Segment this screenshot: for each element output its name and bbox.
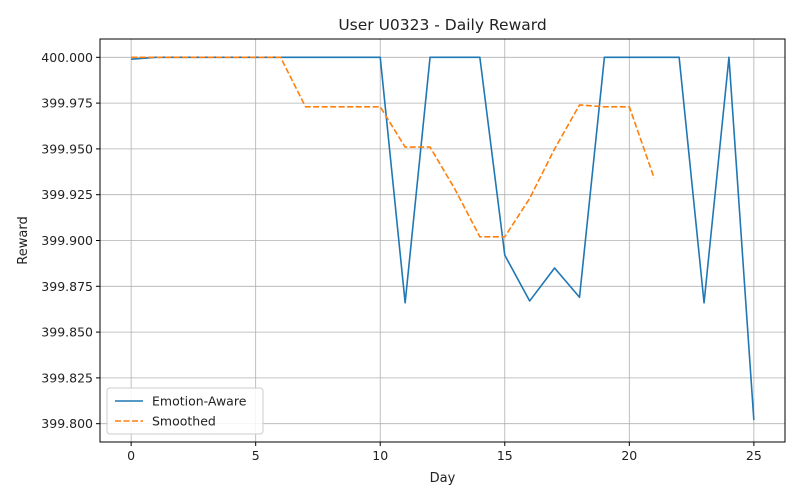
chart-title: User U0323 - Daily Reward [338,16,546,34]
y-axis-label: Reward [16,216,31,264]
y-tick-label: 399.925 [41,187,93,202]
legend-label: Emotion-Aware [152,394,247,409]
y-tick-label: 399.800 [41,416,93,431]
series-layer [131,56,755,421]
y-tick-label: 399.975 [41,96,93,111]
series-line-smoothed [131,56,655,238]
legend: Emotion-Aware Smoothed [106,387,264,435]
y-tick-label: 399.825 [41,370,93,385]
y-tick-label: 400.000 [41,50,93,65]
x-tick-label: 15 [497,448,513,463]
y-tick-label: 399.850 [41,325,93,340]
y-tick-label: 399.950 [41,141,93,156]
y-axis: 399.800 399.825 399.850 399.875 399.900 399.9… [41,50,100,431]
x-tick-label: 5 [252,448,260,463]
x-tick-label: 20 [621,448,637,463]
x-axis-label: Day [430,471,456,486]
y-tick-label: 399.900 [41,233,93,248]
x-tick-label: 10 [372,448,388,463]
x-axis: 0 5 10 15 20 25 [127,442,762,463]
y-tick-label: 399.875 [41,279,93,294]
legend-label: Smoothed [152,414,216,429]
x-tick-label: 25 [746,448,762,463]
legend-box [106,387,264,435]
x-tick-label: 0 [127,448,135,463]
